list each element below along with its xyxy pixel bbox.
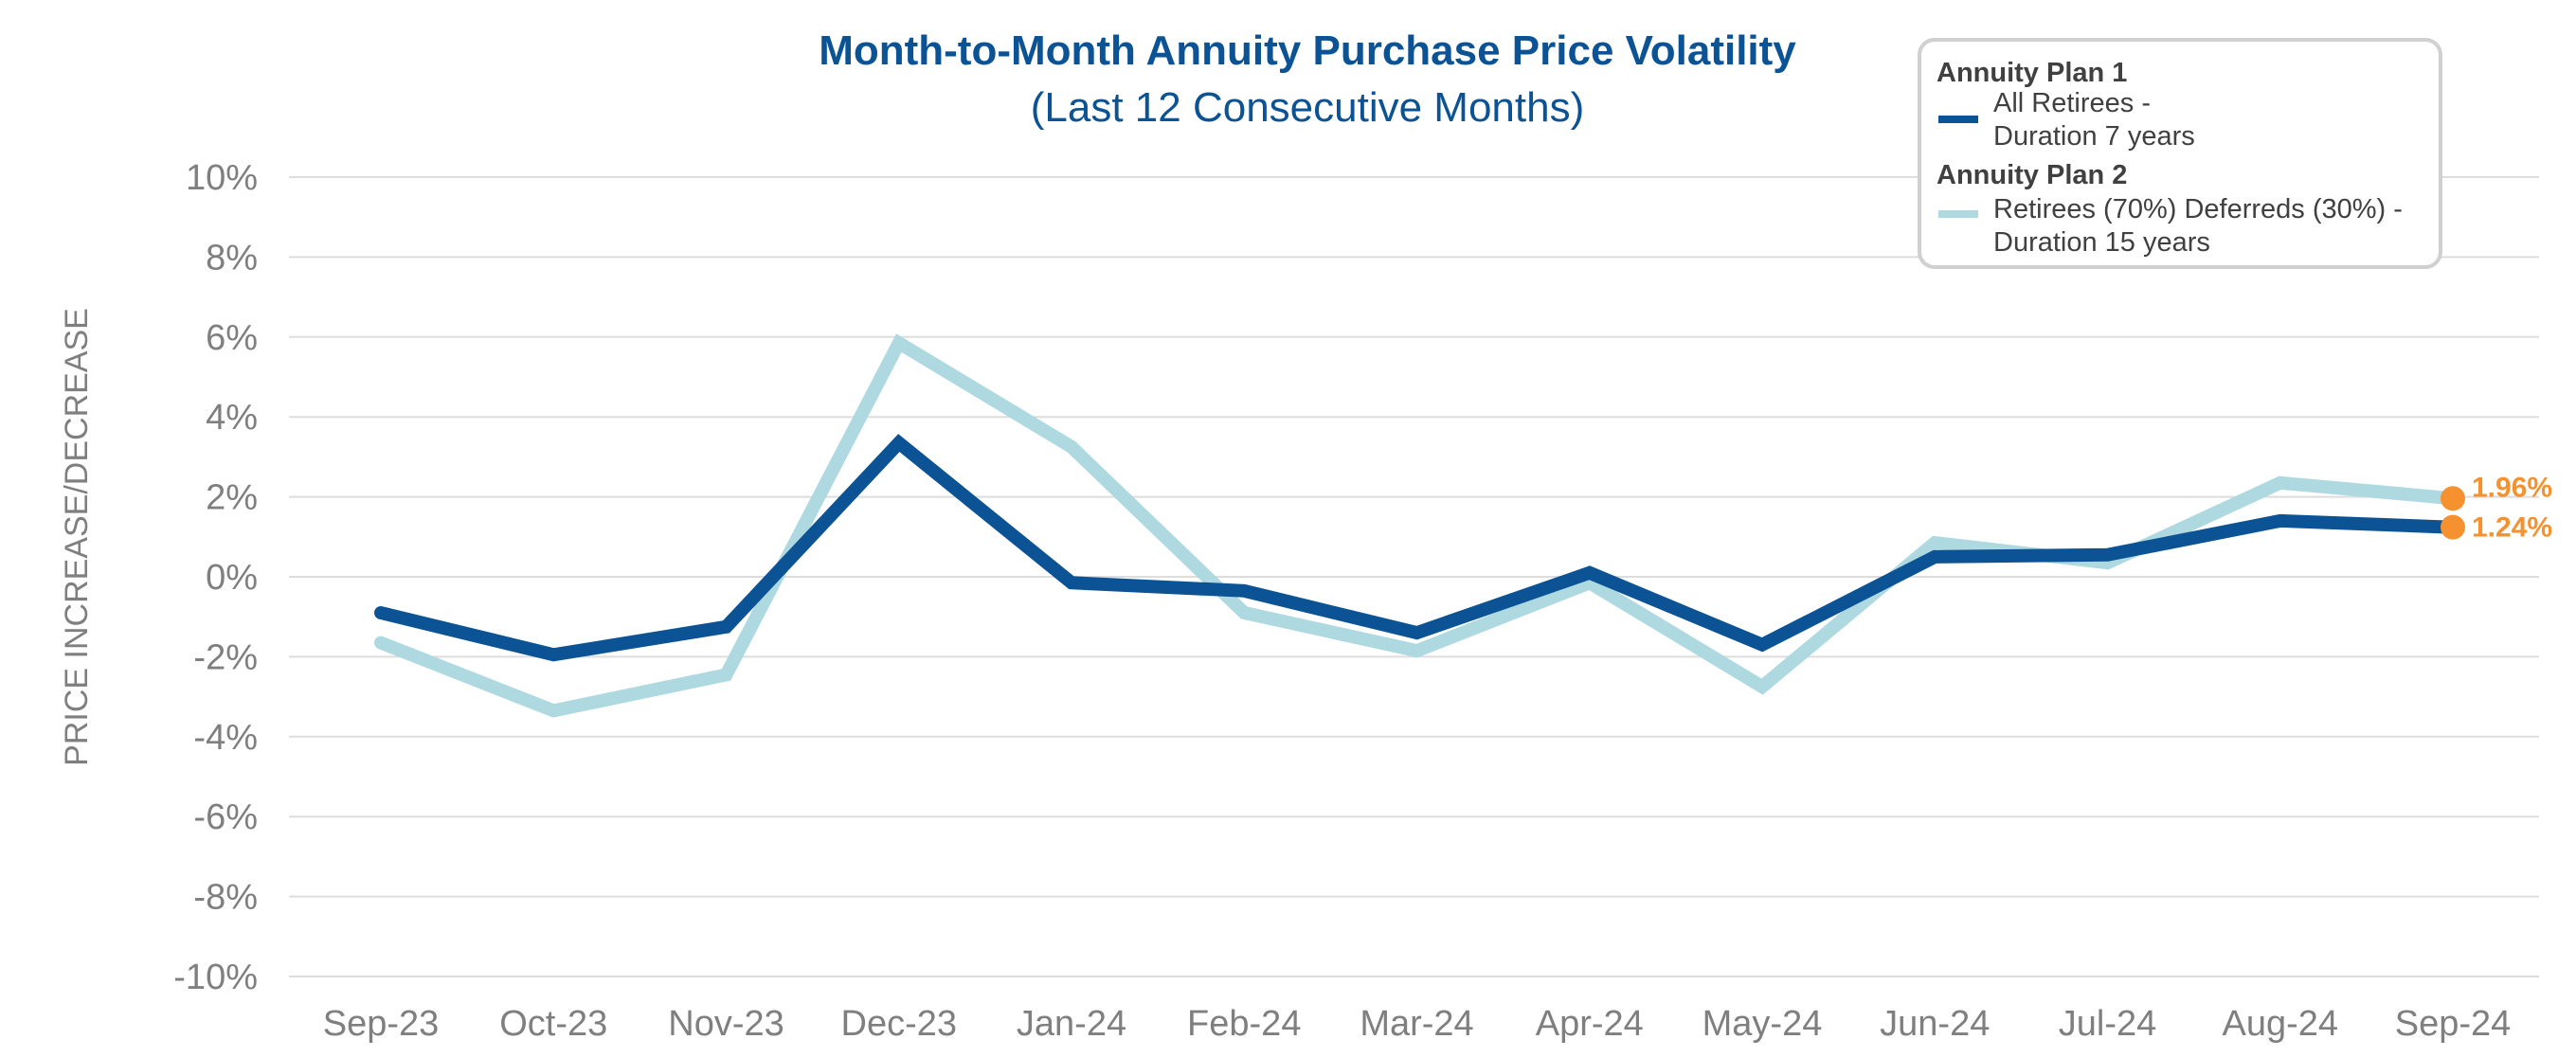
x-tick-label: Nov-23 — [668, 1004, 784, 1044]
y-tick-label: -6% — [193, 797, 258, 837]
series-lines — [374, 333, 2459, 718]
x-tick-label: Mar-24 — [1360, 1004, 1473, 1044]
data-point — [547, 704, 560, 717]
x-tick-label: Apr-24 — [1536, 1004, 1644, 1044]
y-tick-label: 0% — [206, 558, 258, 598]
y-tick-label: -10% — [173, 958, 258, 997]
y-tick-label: 4% — [206, 398, 258, 438]
y-tick-label: -4% — [193, 718, 258, 758]
legend-heading-plan-2: Annuity Plan 2 — [1937, 160, 2127, 190]
y-axis-title: PRICE INCREASE/DECREASE — [59, 308, 95, 766]
x-tick-label: Oct-23 — [499, 1004, 607, 1044]
chart-title: Month-to-Month Annuity Purchase Price Vo… — [819, 27, 1796, 74]
y-tick-label: -2% — [193, 637, 258, 677]
data-point — [1756, 680, 1769, 693]
data-point — [1065, 576, 1078, 589]
data-point — [1756, 638, 1769, 652]
end-marker-plan-2 — [2441, 486, 2465, 511]
x-tick-label: Jan-24 — [1017, 1004, 1126, 1044]
x-tick-label: Sep-24 — [2395, 1004, 2512, 1044]
y-tick-label: 2% — [206, 478, 258, 518]
legend: Annuity Plan 1 All Retirees - Duration 7… — [1918, 38, 2442, 269]
x-tick-label: Jun-24 — [1880, 1004, 1990, 1044]
data-point — [1411, 626, 1424, 639]
y-tick-label: -8% — [193, 878, 258, 918]
data-point — [1411, 644, 1424, 657]
data-point — [1583, 566, 1596, 580]
data-point — [374, 636, 387, 650]
series-line-plan-1 — [374, 434, 2459, 662]
data-point — [2101, 548, 2115, 562]
data-point — [374, 606, 387, 619]
data-point — [1237, 584, 1251, 598]
x-tick-label: Jul-24 — [2059, 1004, 2157, 1044]
y-tick-label: 10% — [186, 158, 258, 198]
data-point — [720, 668, 733, 681]
data-point — [2274, 476, 2287, 490]
chart-subtitle: (Last 12 Consecutive Months) — [1031, 84, 1585, 131]
end-marker-plan-1 — [2441, 514, 2465, 540]
x-tick-label: Dec-23 — [841, 1004, 958, 1044]
legend-heading-plan-1: Annuity Plan 1 — [1937, 58, 2127, 88]
data-point — [720, 620, 733, 634]
grid-lines — [289, 176, 2539, 977]
x-tick-label: Sep-23 — [323, 1004, 440, 1044]
legend-label-plan-1-line-1: All Retirees - — [1993, 88, 2151, 118]
x-axis-ticks: Sep-23 Oct-23 Nov-23 Dec-23 Jan-24 Feb-24 Mar-… — [323, 1004, 2512, 1044]
data-point — [1237, 606, 1251, 619]
legend-box — [1918, 38, 2442, 269]
data-label-plan-2: 1.96% — [2472, 472, 2552, 503]
legend-label-plan-1-line-2: Duration 7 years — [1993, 121, 2195, 152]
y-tick-label: 6% — [206, 318, 258, 358]
x-tick-label: May-24 — [1702, 1004, 1823, 1044]
data-label-plan-1: 1.24% — [2472, 512, 2552, 544]
y-axis-ticks: 10% 8% 6% 4% 2% 0% -2% -4% -6% -8% -10% — [173, 158, 258, 997]
legend-label-plan-2-line-1: Retirees (70%) Deferreds (30%) - — [1993, 194, 2403, 224]
y-tick-label: 8% — [206, 238, 258, 278]
data-point — [547, 648, 560, 661]
x-tick-label: Aug-24 — [2222, 1004, 2338, 1044]
legend-label-plan-2-line-2: Duration 15 years — [1993, 227, 2210, 258]
series-line-plan-2 — [374, 333, 2459, 718]
data-point — [1065, 440, 1078, 454]
data-point — [1928, 536, 1941, 549]
data-point — [1928, 550, 1941, 564]
data-point — [892, 437, 906, 450]
data-point — [2274, 514, 2287, 528]
end-point-markers: 1.96% 1.24% — [2441, 472, 2552, 544]
x-tick-label: Feb-24 — [1187, 1004, 1301, 1044]
data-point — [892, 336, 906, 349]
